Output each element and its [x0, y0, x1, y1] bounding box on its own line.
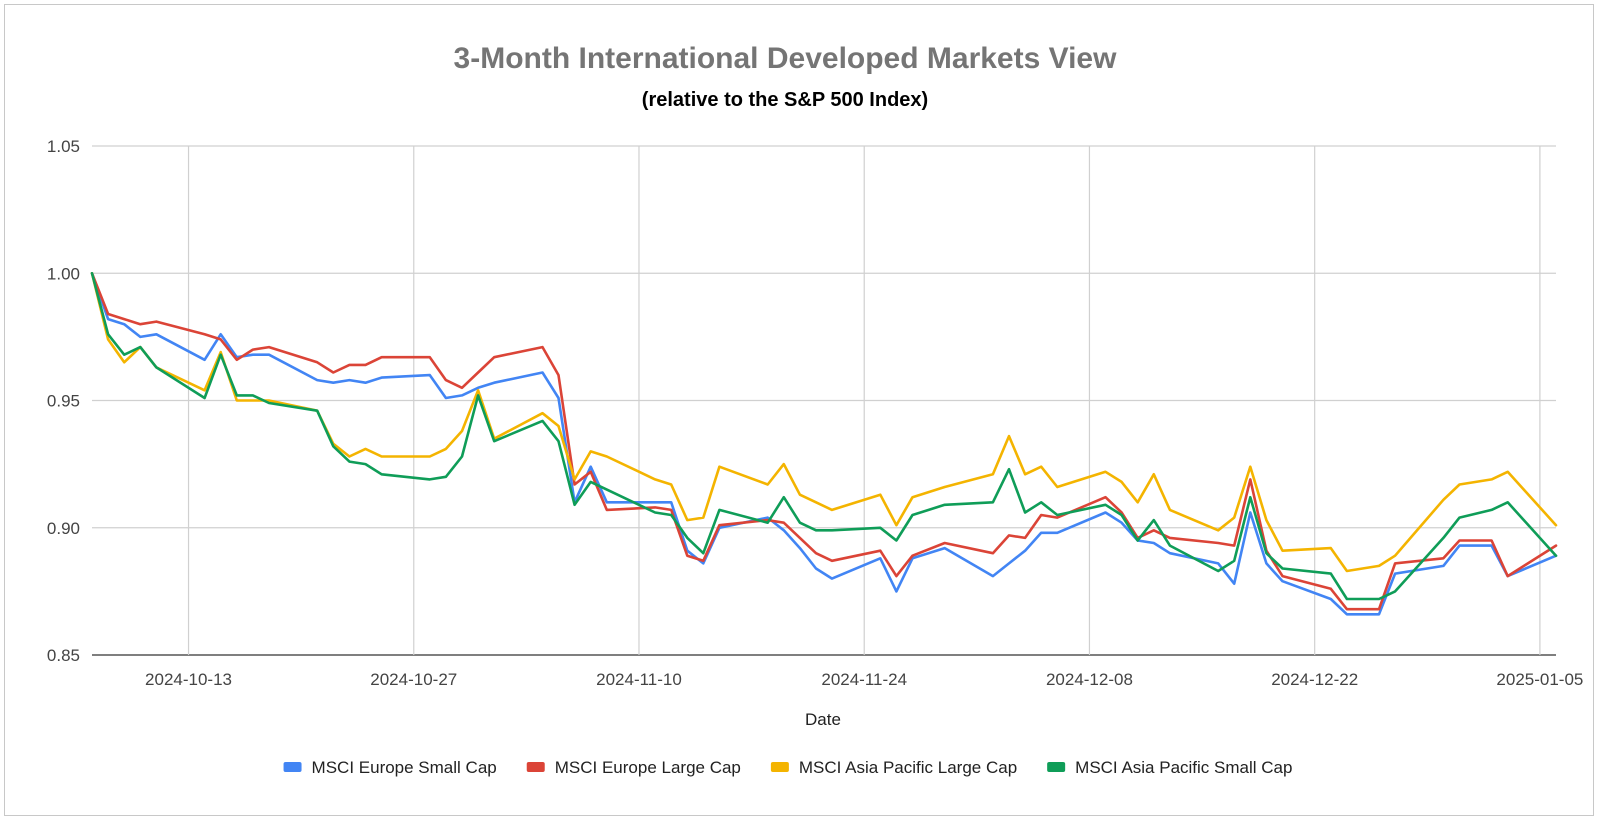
x-axis-title: Date — [805, 710, 841, 729]
legend-item: MSCI Europe Small Cap — [283, 758, 497, 777]
x-tick-label: 2024-11-24 — [821, 670, 907, 689]
y-tick-label: 0.85 — [47, 646, 80, 665]
legend-swatch — [526, 762, 545, 772]
y-tick-label: 1.05 — [47, 137, 80, 156]
x-tick-label: 2024-11-10 — [596, 670, 682, 689]
x-tick-label: 2024-10-27 — [370, 670, 457, 689]
legend-item: MSCI Asia Pacific Large Cap — [770, 758, 1017, 777]
x-tick-label: 2024-10-13 — [145, 670, 232, 689]
x-tick-label: 2024-12-08 — [1046, 670, 1133, 689]
y-axis-ticks: 0.85 0.90 0.95 1.00 1.05 — [47, 137, 80, 665]
series-line-2 — [90, 271, 1558, 611]
chart-title: 3-Month International Developed Markets … — [454, 42, 1118, 75]
y-tick-label: 0.95 — [47, 392, 80, 411]
legend-swatch — [283, 762, 302, 772]
series-line-4 — [90, 271, 1558, 601]
series-line-1 — [90, 271, 1558, 616]
x-axis-ticks: 2024-10-13 2024-10-27 2024-11-10 2024-11-24… — [145, 670, 1583, 689]
x-tick-label: 2025-01-05 — [1496, 670, 1583, 689]
legend-label: MSCI Asia Pacific Large Cap — [799, 758, 1017, 777]
legend-item: MSCI Asia Pacific Small Cap — [1047, 758, 1292, 777]
chart-subtitle: (relative to the S&P 500 Index) — [642, 89, 928, 111]
chart-container — [4, 4, 1594, 816]
plot-area — [90, 271, 1558, 616]
legend-label: MSCI Asia Pacific Small Cap — [1075, 758, 1292, 777]
grid — [92, 145, 1556, 656]
legend: MSCI Europe Small Cap MSCI Europe Large C… — [283, 758, 1292, 777]
legend-item: MSCI Europe Large Cap — [526, 758, 741, 777]
series-line-3 — [90, 271, 1558, 573]
y-tick-label: 0.90 — [47, 519, 80, 538]
legend-label: MSCI Europe Large Cap — [555, 758, 741, 777]
legend-swatch — [1047, 762, 1066, 772]
legend-label: MSCI Europe Small Cap — [312, 758, 497, 777]
y-tick-label: 1.00 — [47, 264, 80, 283]
legend-swatch — [770, 762, 789, 772]
x-tick-label: 2024-12-22 — [1271, 670, 1358, 689]
